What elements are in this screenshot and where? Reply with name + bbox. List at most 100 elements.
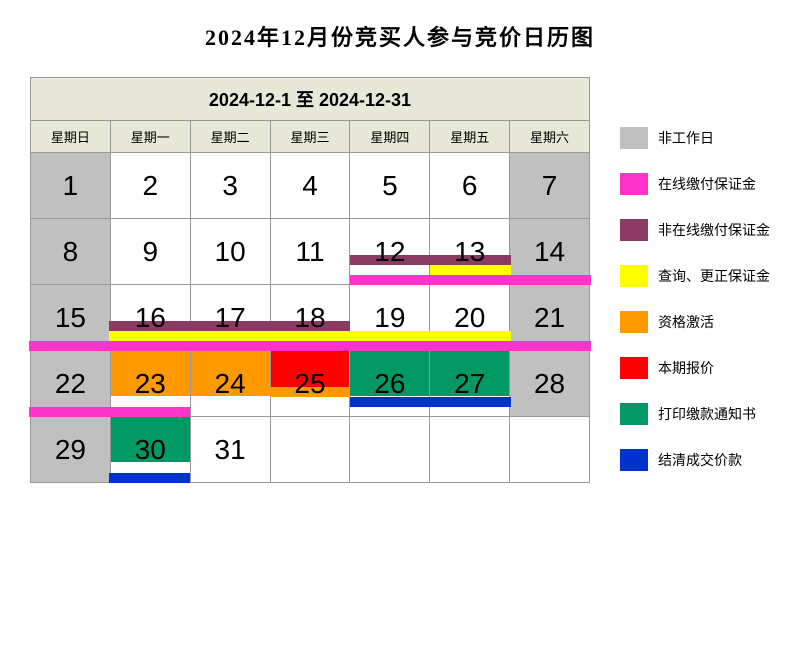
day-number: 20 <box>454 302 485 334</box>
legend: 非工作日在线缴付保证金非在线缴付保证金查询、更正保证金资格激活本期报价打印缴款通… <box>620 77 770 483</box>
calendar-cell: 7 <box>510 153 590 219</box>
calendar-cell: 20 <box>430 285 510 351</box>
calendar-cell: 9 <box>111 219 191 285</box>
legend-swatch <box>620 265 648 287</box>
legend-label: 非在线缴付保证金 <box>658 220 770 240</box>
calendar-cell: 31 <box>191 417 271 483</box>
legend-label: 在线缴付保证金 <box>658 174 756 194</box>
calendar-cell: 19 <box>350 285 430 351</box>
day-number: 6 <box>462 170 478 202</box>
day-number: 29 <box>55 434 86 466</box>
legend-item: 非在线缴付保证金 <box>620 219 770 241</box>
calendar-cell: 12 <box>350 219 430 285</box>
legend-swatch <box>620 403 648 425</box>
legend-label: 本期报价 <box>658 358 714 378</box>
legend-item: 打印缴款通知书 <box>620 403 770 425</box>
weekday-header: 星期六 <box>510 121 590 153</box>
day-number: 31 <box>215 434 246 466</box>
calendar-cell: 26 <box>350 351 430 417</box>
page-title: 2024年12月份竞买人参与竞价日历图 <box>30 20 770 52</box>
day-number: 1 <box>63 170 79 202</box>
calendar-cell <box>510 417 590 483</box>
calendar-cell: 8 <box>31 219 111 285</box>
day-number: 12 <box>374 236 405 268</box>
calendar-cell: 17 <box>191 285 271 351</box>
calendar-cell: 16 <box>111 285 191 351</box>
calendar-cell: 30 <box>111 417 191 483</box>
legend-label: 非工作日 <box>658 128 714 148</box>
legend-swatch <box>620 173 648 195</box>
legend-item: 在线缴付保证金 <box>620 173 770 195</box>
day-number: 22 <box>55 368 86 400</box>
day-number: 4 <box>302 170 318 202</box>
calendar-cell: 2 <box>111 153 191 219</box>
day-number: 7 <box>542 170 558 202</box>
legend-item: 本期报价 <box>620 357 770 379</box>
main-layout: 2024-12-1 至 2024-12-31 星期日星期一星期二星期三星期四星期… <box>30 77 770 483</box>
date-range: 2024-12-1 至 2024-12-31 <box>30 77 590 121</box>
day-number: 21 <box>534 302 565 334</box>
calendar-cell: 1 <box>31 153 111 219</box>
legend-item: 资格激活 <box>620 311 770 333</box>
calendar-cell: 28 <box>510 351 590 417</box>
day-number: 23 <box>135 368 166 400</box>
legend-item: 非工作日 <box>620 127 770 149</box>
week-row: 89 10 11 12 13 14 <box>30 219 590 285</box>
day-number: 26 <box>374 368 405 400</box>
calendar-cell: 4 <box>271 153 351 219</box>
week-row: 22 23 24 25 26 27 28 <box>30 351 590 417</box>
calendar-cell: 13 <box>430 219 510 285</box>
day-number: 13 <box>454 236 485 268</box>
calendar-cell: 21 <box>510 285 590 351</box>
day-number: 2 <box>142 170 158 202</box>
day-number: 28 <box>534 368 565 400</box>
day-number: 5 <box>382 170 398 202</box>
calendar-cell <box>430 417 510 483</box>
weeks: 1234567891011121314151617181920212223242… <box>30 153 590 483</box>
calendar-cell: 27 <box>430 351 510 417</box>
weekday-header: 星期日 <box>31 121 111 153</box>
day-number: 24 <box>215 368 246 400</box>
calendar: 2024-12-1 至 2024-12-31 星期日星期一星期二星期三星期四星期… <box>30 77 590 483</box>
day-number: 27 <box>454 368 485 400</box>
calendar-cell: 29 <box>31 417 111 483</box>
calendar-cell: 24 <box>191 351 271 417</box>
week-row: 29 30 31 <box>30 417 590 483</box>
legend-swatch <box>620 219 648 241</box>
weekday-header: 星期四 <box>350 121 430 153</box>
legend-label: 打印缴款通知书 <box>658 404 756 424</box>
day-number: 18 <box>294 302 325 334</box>
day-number: 10 <box>215 236 246 268</box>
weekday-header: 星期一 <box>111 121 191 153</box>
calendar-cell: 6 <box>430 153 510 219</box>
day-number: 16 <box>135 302 166 334</box>
calendar-cell <box>271 417 351 483</box>
calendar-cell: 25 <box>271 351 351 417</box>
day-number: 14 <box>534 236 565 268</box>
day-number: 17 <box>215 302 246 334</box>
calendar-cell <box>350 417 430 483</box>
legend-label: 资格激活 <box>658 312 714 332</box>
week-row: 15 16 17 18 19 20 21 <box>30 285 590 351</box>
legend-item: 查询、更正保证金 <box>620 265 770 287</box>
weekday-row: 星期日星期一星期二星期三星期四星期五星期六 <box>30 121 590 153</box>
day-number: 19 <box>374 302 405 334</box>
legend-swatch <box>620 449 648 471</box>
legend-swatch <box>620 311 648 333</box>
day-number: 30 <box>135 434 166 466</box>
calendar-cell: 23 <box>111 351 191 417</box>
day-number: 15 <box>55 302 86 334</box>
weekday-header: 星期五 <box>430 121 510 153</box>
calendar-cell: 10 <box>191 219 271 285</box>
calendar-cell: 15 <box>31 285 111 351</box>
legend-item: 结清成交价款 <box>620 449 770 471</box>
calendar-cell: 22 <box>31 351 111 417</box>
day-number: 11 <box>295 236 324 268</box>
legend-swatch <box>620 127 648 149</box>
calendar-cell: 3 <box>191 153 271 219</box>
weekday-header: 星期二 <box>191 121 271 153</box>
calendar-cell: 11 <box>271 219 351 285</box>
calendar-cell: 5 <box>350 153 430 219</box>
day-number: 9 <box>142 236 158 268</box>
legend-label: 查询、更正保证金 <box>658 266 770 286</box>
